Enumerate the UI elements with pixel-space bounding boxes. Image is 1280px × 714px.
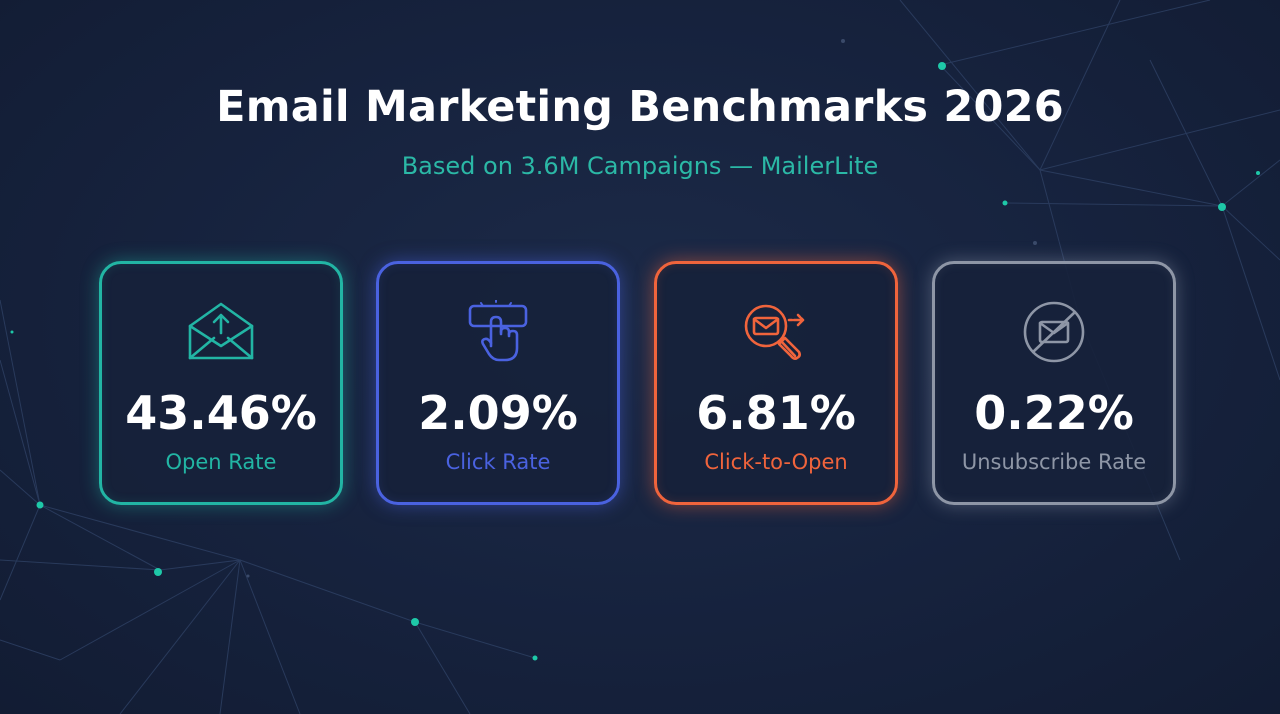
- open-rate-card: 43.46% Open Rate: [99, 261, 343, 505]
- pointer-click-icon: [468, 300, 528, 362]
- open-rate-value: 43.46%: [125, 386, 317, 440]
- click-rate-label: Click Rate: [445, 450, 551, 474]
- page-subtitle: Based on 3.6M Campaigns — MailerLite: [401, 152, 879, 180]
- unsubscribe-rate-card: 0.22% Unsubscribe Rate: [932, 261, 1176, 505]
- click-to-open-value: 6.81%: [696, 386, 856, 440]
- envelope-magnifier-icon: [744, 304, 805, 360]
- unsubscribe-rate-value: 0.22%: [974, 386, 1134, 440]
- click-rate-value: 2.09%: [418, 386, 578, 440]
- page-title: Email Marketing Benchmarks 2026: [216, 82, 1064, 132]
- open-rate-label: Open Rate: [165, 450, 277, 474]
- click-to-open-label: Click-to-Open: [704, 450, 848, 474]
- unsubscribe-rate-label: Unsubscribe Rate: [961, 450, 1147, 474]
- click-to-open-card: 6.81% Click-to-Open: [654, 261, 898, 505]
- envelope-upload-icon: [188, 302, 254, 360]
- click-rate-card: 2.09% Click Rate: [376, 261, 620, 505]
- envelope-blocked-icon: [1023, 301, 1085, 363]
